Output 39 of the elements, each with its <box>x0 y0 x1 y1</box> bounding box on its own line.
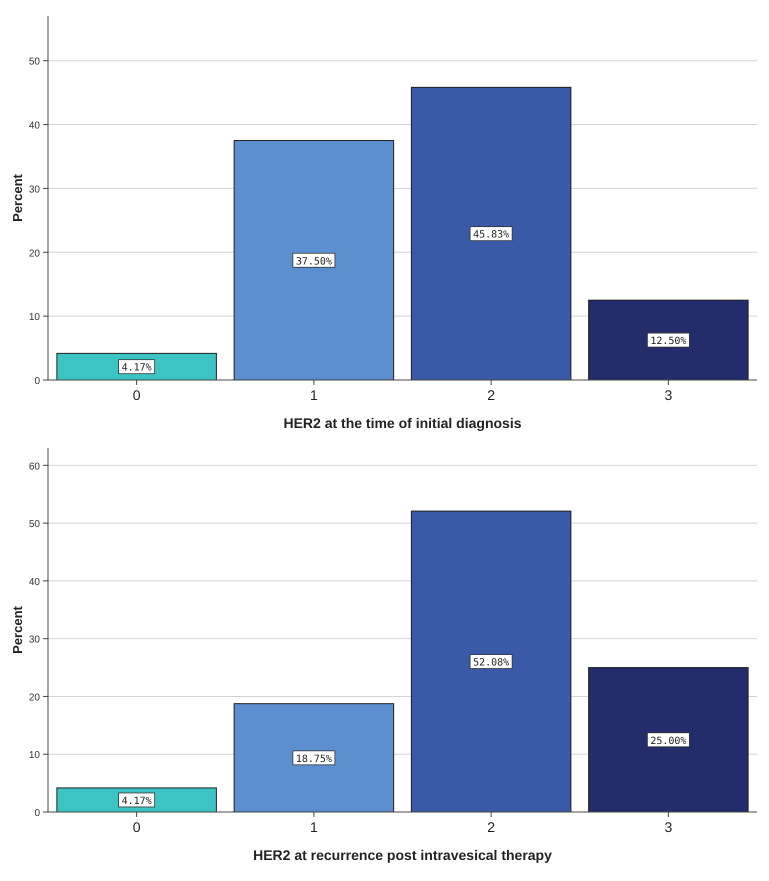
data-label: 12.50% <box>650 336 686 348</box>
x-axis-title: HER2 at the time of initial diagnosis <box>283 415 522 431</box>
y-tick-label: 30 <box>28 634 40 646</box>
y-axis-title: Percent <box>10 605 25 654</box>
y-tick-label: 20 <box>28 248 40 260</box>
bar <box>410 510 572 812</box>
data-label: 45.83% <box>473 230 510 241</box>
y-tick-label: 50 <box>28 56 40 68</box>
x-tick-label: 1 <box>310 819 318 835</box>
y-tick-label: 10 <box>28 750 40 762</box>
y-axis-title: Percent <box>10 173 25 222</box>
x-tick-label: 3 <box>664 387 672 403</box>
y-tick-label: 20 <box>28 692 40 704</box>
data-label: 4.17% <box>122 796 152 807</box>
x-tick-label: 0 <box>132 387 141 403</box>
y-tick-label: 10 <box>28 312 40 324</box>
y-tick-label: 50 <box>28 519 40 530</box>
data-label: 37.50% <box>296 256 332 268</box>
y-tick-label: 40 <box>28 120 40 132</box>
data-label: 52.08% <box>473 658 510 669</box>
x-tick-label: 1 <box>310 387 318 403</box>
x-tick-label: 2 <box>487 819 496 835</box>
y-tick-label: 30 <box>28 184 40 196</box>
x-tick-label: 2 <box>487 387 496 403</box>
bar <box>588 300 749 380</box>
bar <box>234 703 394 812</box>
x-tick-label: 0 <box>132 819 141 835</box>
x-tick-label: 3 <box>664 819 672 835</box>
y-tick-label: 60 <box>28 461 40 472</box>
bar <box>234 140 394 380</box>
bar <box>410 86 572 380</box>
x-axis-title: HER2 at recurrence post intravesical therapy <box>253 847 552 863</box>
y-tick-label: 40 <box>28 576 40 588</box>
y-tick-label: 0 <box>34 376 40 387</box>
data-label: 4.17% <box>122 362 152 374</box>
y-tick-label: 0 <box>34 808 40 819</box>
data-label: 25.00% <box>650 736 686 747</box>
bar <box>588 667 749 812</box>
data-label: 18.75% <box>296 754 332 765</box>
